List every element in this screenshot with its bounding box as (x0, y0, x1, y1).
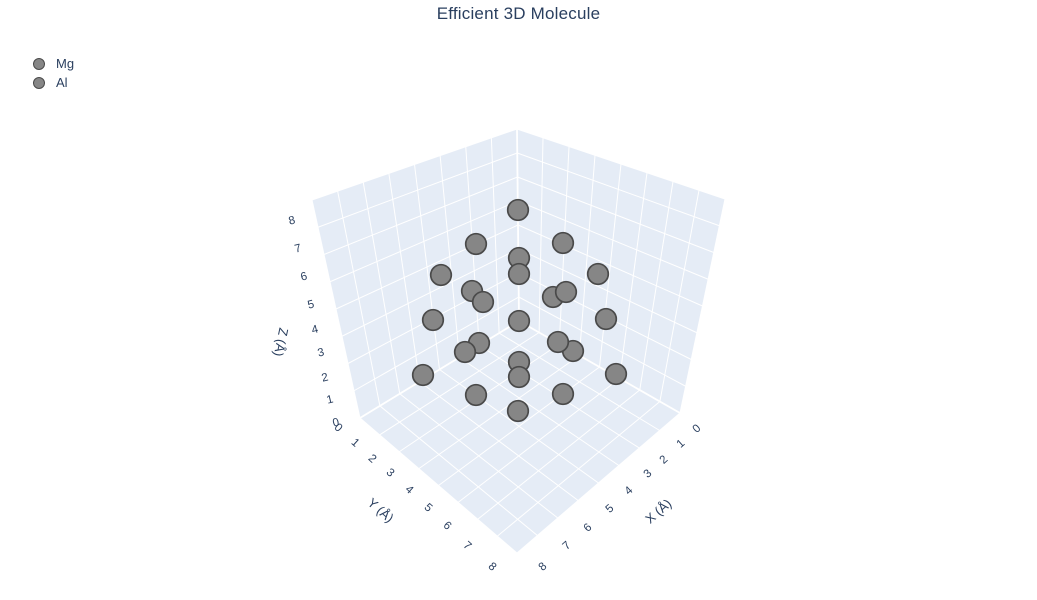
y-axis-title: Y (Å) (365, 495, 397, 526)
grid-line (379, 332, 540, 436)
atom-marker[interactable] (594, 307, 618, 331)
x-axis-tick-label: 7 (561, 539, 574, 552)
atom-marker[interactable] (506, 399, 530, 423)
atom-marker[interactable] (551, 231, 575, 255)
x-axis-tick-label: 5 (604, 502, 617, 515)
z-axis-tick-label: 7 (293, 242, 302, 255)
legend-label-mg: Mg (56, 56, 75, 71)
chart-title: Efficient 3D Molecule (436, 4, 601, 23)
grid-line (477, 389, 641, 520)
z-axis-tick-label: 4 (310, 323, 320, 336)
grid-line (497, 401, 661, 537)
grid-line (418, 355, 580, 470)
atom-marker[interactable] (464, 232, 488, 256)
legend: Mg Al (33, 57, 74, 89)
z-axis-tick-label: 0 (331, 416, 340, 429)
x-axis-tick-label: 6 (582, 521, 595, 534)
grid-line (518, 248, 698, 334)
mg-atom-icon (33, 57, 45, 70)
atom-marker[interactable] (554, 280, 578, 304)
grid-line (517, 176, 714, 253)
z-axis-tick-label: 8 (287, 214, 296, 227)
atom-marker[interactable] (586, 262, 610, 286)
grid-line (438, 366, 600, 486)
x-axis-tick-label: 3 (642, 467, 655, 480)
y-axis-tick-label: 4 (403, 483, 416, 497)
z-axis-tick-label: 2 (320, 371, 329, 384)
x-axis-tick-label: 1 (675, 437, 688, 450)
atom-marker[interactable] (507, 309, 531, 333)
grid-line (457, 378, 620, 503)
grid-line (518, 296, 686, 387)
atom-marker[interactable] (471, 290, 495, 314)
z-axis-tick-label: 5 (306, 298, 315, 311)
grid-line (517, 152, 720, 227)
y-axis-tick-label: 7 (461, 539, 474, 552)
y-axis-tick-label: 8 (486, 560, 499, 573)
z-axis: 0 1 2 3 4 5 6 7 8 Z (Å) (271, 214, 341, 429)
z-axis-tick-label: 3 (316, 346, 325, 359)
grid-line (517, 224, 703, 307)
x-axis-tick-label: 2 (658, 453, 671, 466)
scene-pane-floor (360, 321, 680, 553)
atom-marker[interactable] (464, 383, 488, 407)
z-axis-tick-label: 1 (325, 393, 334, 406)
x-axis-title: X (Å) (642, 496, 674, 527)
atom-marker[interactable] (604, 362, 628, 386)
y-axis-tick-label: 3 (384, 466, 397, 479)
grid-line (335, 224, 519, 310)
y-axis-tick-label: 1 (349, 436, 362, 449)
atom-marker[interactable] (551, 382, 575, 406)
grid-line (311, 128, 518, 201)
legend-item-mg[interactable]: Mg (33, 57, 74, 70)
z-axis-tick-label: 6 (299, 270, 308, 283)
scene-edge (518, 320, 681, 414)
z-axis-title: Z (Å) (271, 327, 292, 358)
x-axis-tick-label: 8 (537, 560, 550, 573)
grid-line (516, 128, 726, 200)
al-atom-icon (33, 76, 45, 89)
grid-line (341, 248, 519, 337)
atom-marker[interactable] (411, 363, 435, 387)
atom-marker[interactable] (546, 330, 570, 354)
scene-edge (516, 128, 520, 322)
atom-marker[interactable] (506, 198, 530, 222)
atom-markers (411, 198, 628, 423)
grid-line (323, 176, 518, 255)
x-axis-tick-label: 0 (691, 422, 704, 435)
grid-line (317, 152, 518, 228)
scene-edge (359, 320, 520, 419)
x-axis-tick-label: 4 (623, 484, 636, 498)
y-axis-tick-label: 2 (366, 452, 379, 465)
atom-marker[interactable] (421, 308, 445, 332)
y-axis-tick-label: 5 (422, 501, 435, 514)
legend-item-al[interactable]: Al (33, 76, 74, 89)
atom-marker[interactable] (453, 340, 477, 364)
atom-marker[interactable] (507, 365, 531, 389)
legend-label-al: Al (56, 75, 68, 90)
grid-line (517, 200, 709, 280)
atom-marker[interactable] (429, 263, 453, 287)
y-axis-tick-label: 6 (441, 519, 454, 532)
grid-line (516, 412, 681, 554)
grid-line (329, 200, 518, 283)
atom-marker[interactable] (507, 262, 531, 286)
grid-line (353, 296, 519, 392)
